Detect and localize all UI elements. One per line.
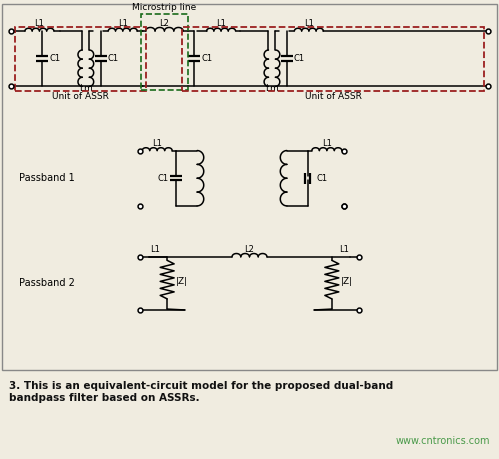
Text: C1: C1 — [294, 54, 305, 63]
Text: C1: C1 — [49, 54, 60, 63]
Text: 3. This is an equivalent-circuit model for the proposed dual-band
bandpass filte: 3. This is an equivalent-circuit model f… — [9, 381, 393, 403]
Text: L1: L1 — [322, 139, 332, 148]
Text: C1: C1 — [317, 174, 328, 183]
Text: L1: L1 — [304, 19, 314, 28]
Text: Microstrip line: Microstrip line — [132, 3, 197, 12]
Text: C1: C1 — [201, 54, 212, 63]
Text: Unit of ASSR: Unit of ASSR — [52, 92, 109, 101]
Bar — [15, 27, 146, 91]
Text: Lm: Lm — [79, 84, 93, 94]
Text: |Z|: |Z| — [341, 277, 353, 285]
Text: C1: C1 — [108, 54, 119, 63]
Text: Lm: Lm — [265, 84, 279, 94]
Text: L1: L1 — [339, 245, 349, 254]
Text: L2: L2 — [245, 245, 254, 254]
Text: Passband 1: Passband 1 — [19, 173, 75, 183]
Text: C1: C1 — [158, 174, 169, 183]
Text: L2: L2 — [160, 19, 169, 28]
Text: L1: L1 — [150, 245, 160, 254]
Text: Unit of ASSR: Unit of ASSR — [305, 92, 361, 101]
Text: L1: L1 — [118, 19, 128, 28]
Text: L1: L1 — [34, 19, 44, 28]
Text: |Z|: |Z| — [176, 277, 188, 285]
Bar — [141, 14, 188, 90]
Text: L1: L1 — [152, 139, 162, 148]
Text: www.cntronics.com: www.cntronics.com — [396, 436, 490, 446]
Text: Passband 2: Passband 2 — [19, 279, 75, 288]
Text: L1: L1 — [216, 19, 226, 28]
Bar — [182, 27, 484, 91]
